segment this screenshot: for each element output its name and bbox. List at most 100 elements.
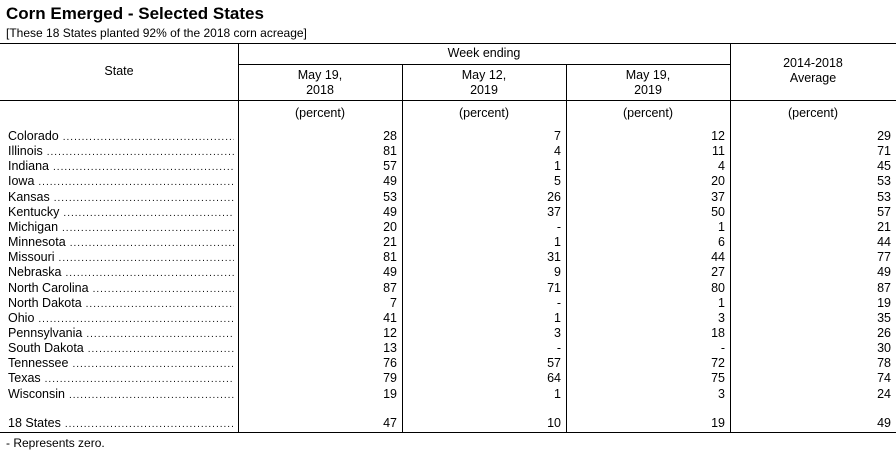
- cell: 77: [877, 250, 891, 265]
- column-header: May 19,: [297, 68, 343, 82]
- cell: 49: [383, 265, 397, 280]
- leader: [88, 341, 234, 357]
- cell: 12: [711, 129, 725, 143]
- cell: 26: [547, 189, 561, 204]
- cell: 9: [554, 265, 561, 280]
- state-name: Texas: [8, 371, 41, 386]
- cell: 37: [547, 204, 561, 219]
- cell: 19: [711, 416, 725, 430]
- cell: 19: [877, 295, 891, 310]
- cell: 28: [383, 129, 397, 143]
- cell: 20: [383, 219, 397, 234]
- rule: [402, 64, 403, 432]
- leader: [86, 326, 234, 342]
- state-name: North Dakota: [8, 295, 82, 310]
- leader: [54, 190, 234, 206]
- rule: [0, 43, 896, 44]
- row-label: North Carolina: [8, 281, 234, 297]
- state-name: Minnesota: [8, 235, 66, 250]
- cell: 29: [877, 129, 891, 143]
- cell: 57: [547, 356, 561, 371]
- cell: 53: [877, 189, 891, 204]
- column-header: May 19,: [625, 68, 671, 82]
- leader: [53, 159, 234, 175]
- cell: 7: [390, 295, 397, 310]
- state-name: Indiana: [8, 159, 50, 174]
- unit-label: (percent): [458, 106, 510, 120]
- row-label: Illinois: [8, 144, 234, 160]
- rule: [238, 43, 239, 432]
- cell: 20: [711, 174, 725, 189]
- rule: [566, 64, 567, 432]
- rule: [0, 100, 896, 101]
- leader: [63, 129, 234, 145]
- row-label: Michigan: [8, 220, 234, 236]
- cell: 30: [877, 341, 891, 356]
- leader: [69, 387, 234, 403]
- cell: 3: [718, 310, 725, 325]
- state-name: Nebraska: [8, 265, 62, 280]
- unit-label: (percent): [294, 106, 346, 120]
- cell: 53: [877, 174, 891, 189]
- state-name: Illinois: [8, 144, 43, 159]
- cell: 87: [383, 280, 397, 295]
- column-header: May 12,: [461, 68, 507, 82]
- column-header: State: [104, 64, 134, 78]
- row-label: Kentucky: [8, 205, 234, 221]
- cell: 4: [718, 159, 725, 174]
- cell: -: [556, 341, 561, 356]
- row-label: Ohio: [8, 311, 234, 327]
- cell: 75: [711, 371, 725, 386]
- unit-label: (percent): [787, 106, 839, 120]
- cell: 31: [547, 250, 561, 265]
- cell: 49: [383, 174, 397, 189]
- leader: [70, 235, 234, 251]
- rule: [0, 432, 896, 433]
- cell: 13: [383, 341, 397, 356]
- cell: 1: [554, 159, 561, 174]
- cell: 44: [711, 250, 725, 265]
- cell: 81: [383, 144, 397, 159]
- cell: 12: [383, 325, 397, 340]
- rule: [238, 64, 730, 65]
- group-header: Week ending: [447, 46, 521, 60]
- state-name: Kansas: [8, 189, 50, 204]
- cell: 72: [711, 356, 725, 371]
- state-name: Missouri: [8, 250, 55, 265]
- row-label: Missouri: [8, 250, 234, 266]
- cell: 87: [877, 280, 891, 295]
- state-name: Kentucky: [8, 204, 60, 219]
- state-name: Michigan: [8, 219, 59, 234]
- footnote: - Represents zero.: [6, 436, 105, 450]
- title: Corn Emerged - Selected States: [6, 4, 264, 23]
- state-name: 18 States: [8, 416, 61, 430]
- cell: 57: [877, 204, 891, 219]
- state-name: Colorado: [8, 129, 59, 143]
- column-header: 2019: [634, 83, 662, 97]
- cell: 3: [718, 386, 725, 401]
- row-label: Colorado: [8, 129, 234, 145]
- row-label: Nebraska: [8, 265, 234, 281]
- cell: 1: [718, 219, 725, 234]
- leader: [47, 144, 234, 160]
- cell: 18: [711, 325, 725, 340]
- cell: 1: [554, 386, 561, 401]
- leader: [93, 281, 234, 297]
- subtitle: [These 18 States planted 92% of the 2018…: [6, 26, 307, 40]
- cell: 45: [877, 159, 891, 174]
- state-name: Pennsylvania: [8, 325, 83, 340]
- row-label: South Dakota: [8, 341, 234, 357]
- cell: 71: [877, 144, 891, 159]
- cell: 79: [383, 371, 397, 386]
- cell: 53: [383, 189, 397, 204]
- leader: [65, 416, 234, 432]
- cell: 21: [383, 235, 397, 250]
- cell: 10: [547, 416, 561, 430]
- row-label: North Dakota: [8, 296, 234, 312]
- leader: [62, 220, 234, 236]
- cell: -: [556, 219, 561, 234]
- row-label: Minnesota: [8, 235, 234, 251]
- cell: -: [720, 341, 725, 356]
- cell: 49: [383, 204, 397, 219]
- state-name: Ohio: [8, 310, 35, 325]
